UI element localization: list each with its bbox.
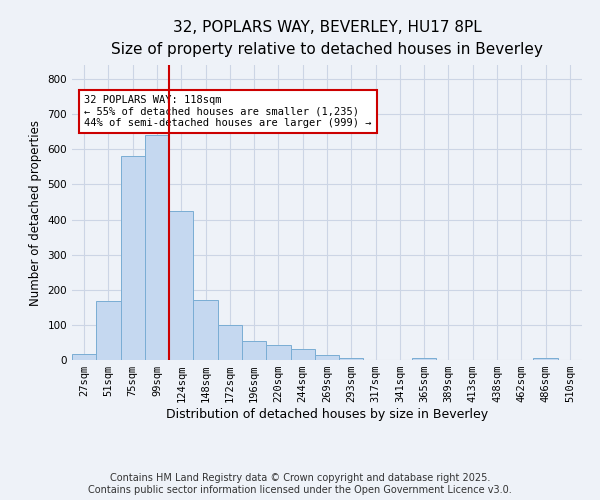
Bar [412, 358, 436, 360]
Bar [218, 325, 242, 360]
Y-axis label: Number of detached properties: Number of detached properties [29, 120, 42, 306]
Title: 32, POPLARS WAY, BEVERLEY, HU17 8PL
Size of property relative to detached houses: 32, POPLARS WAY, BEVERLEY, HU17 8PL Size… [111, 20, 543, 57]
Bar [315, 356, 339, 360]
Bar [242, 340, 266, 360]
Text: 32 POPLARS WAY: 118sqm
← 55% of detached houses are smaller (1,235)
44% of semi-: 32 POPLARS WAY: 118sqm ← 55% of detached… [84, 95, 371, 128]
Bar [290, 350, 315, 360]
Bar [266, 344, 290, 360]
Bar [72, 354, 96, 360]
Bar [533, 358, 558, 360]
X-axis label: Distribution of detached houses by size in Beverley: Distribution of detached houses by size … [166, 408, 488, 421]
Bar [145, 135, 169, 360]
Text: Contains HM Land Registry data © Crown copyright and database right 2025.
Contai: Contains HM Land Registry data © Crown c… [88, 474, 512, 495]
Bar [121, 156, 145, 360]
Bar [193, 300, 218, 360]
Bar [169, 210, 193, 360]
Bar [96, 301, 121, 360]
Bar [339, 358, 364, 360]
